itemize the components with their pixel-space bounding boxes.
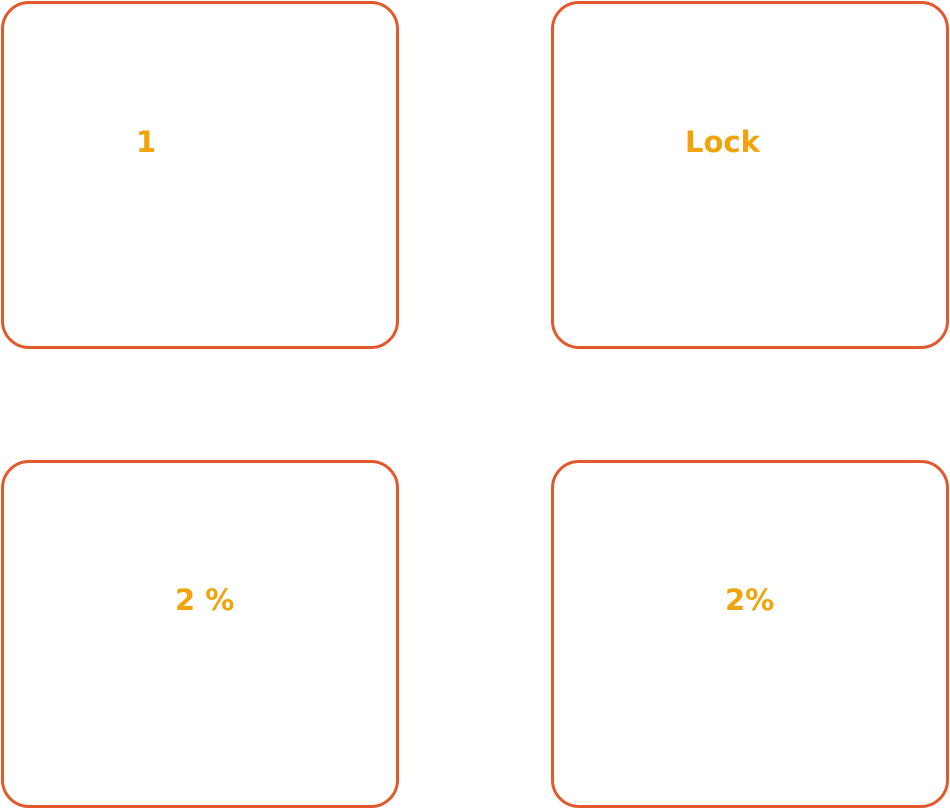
tile-lock-label: Lock [685, 125, 760, 159]
tile-lock[interactable]: Lock [551, 1, 949, 349]
tile-2-percent-label: 2% [725, 583, 775, 617]
tile-2-percent-spaced-label: 2 % [175, 583, 235, 617]
tile-1-label: 1 [136, 125, 157, 159]
tile-2-percent-spaced[interactable]: 2 % [1, 460, 399, 808]
tile-2-percent[interactable]: 2% [551, 460, 949, 808]
tile-1[interactable]: 1 [1, 1, 399, 349]
